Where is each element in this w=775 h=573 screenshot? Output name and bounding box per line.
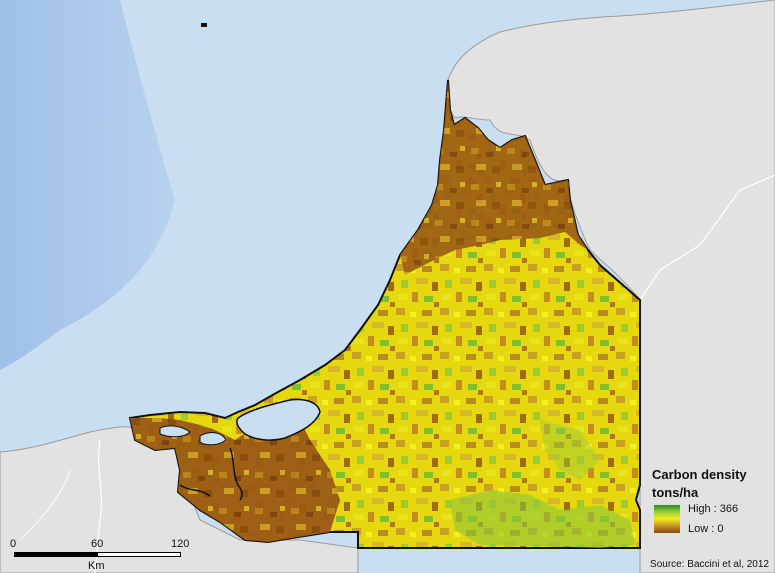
- legend-ramp-wrap: High : 366 Low : 0: [652, 503, 772, 535]
- source-credit: Source: Baccini et al, 2012: [650, 559, 769, 570]
- deep-sea: [0, 0, 175, 370]
- legend-title: Carbon density: [652, 467, 747, 482]
- scale-unit: Km: [88, 560, 105, 572]
- legend-low-label: Low : 0: [688, 523, 724, 535]
- tabasco-brown-zone: [130, 418, 340, 542]
- lake: [199, 432, 227, 446]
- state-boundary: [19, 469, 71, 541]
- high-carbon-patch: [450, 490, 635, 548]
- scale-bar: 0 60 120 Km: [8, 538, 208, 572]
- legend: Carbon density tons/ha High : 366 Low : …: [652, 467, 772, 535]
- river: [229, 447, 243, 501]
- state-boundary: [94, 439, 103, 573]
- island: [201, 23, 207, 27]
- state-boundary: [639, 174, 775, 301]
- yucatan-land: [446, 0, 775, 573]
- lagoon: [236, 398, 321, 441]
- legend-high-label: High : 366: [688, 503, 739, 515]
- high-carbon-patch: [540, 420, 600, 480]
- scale-segment-light: [97, 552, 181, 557]
- scale-tick-60: 60: [91, 538, 104, 550]
- scale-tick-120: 120: [171, 538, 190, 550]
- lake: [159, 425, 191, 438]
- legend-unit: tons/ha: [652, 485, 699, 500]
- coastal-brown-zone: [400, 80, 588, 275]
- river: [179, 484, 211, 497]
- scale-segment-dark: [14, 552, 98, 557]
- scale-tick-0: 0: [10, 538, 17, 550]
- legend-color-ramp: [654, 505, 680, 533]
